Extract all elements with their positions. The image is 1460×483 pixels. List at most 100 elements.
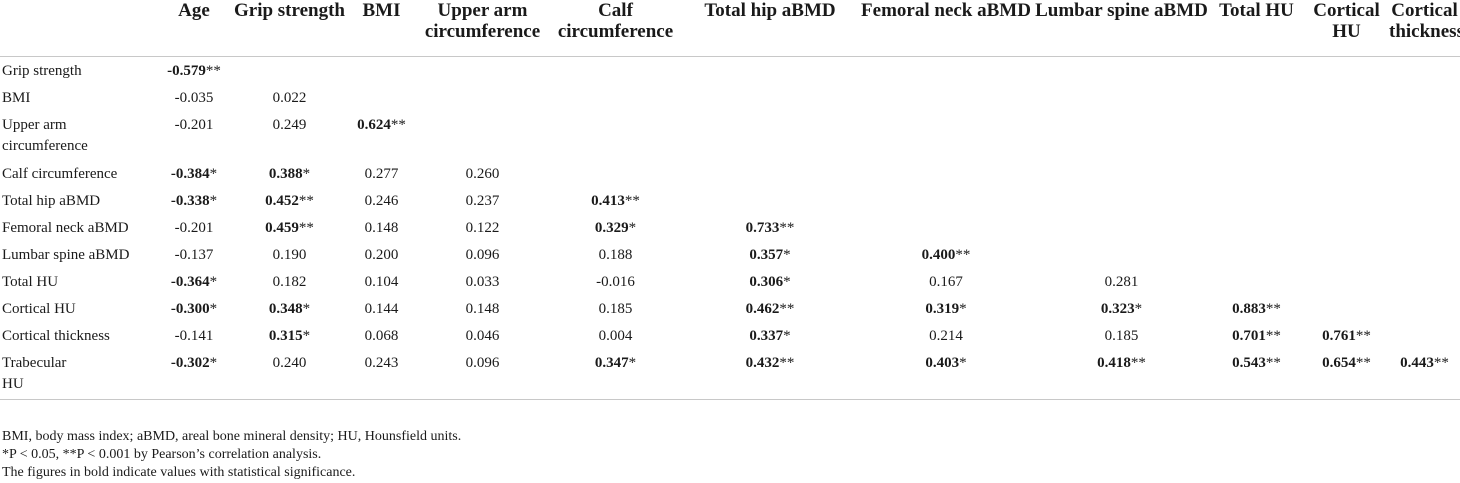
table-cell: -0.300* (156, 295, 232, 322)
cell-value: 0.306 (749, 273, 784, 290)
table-cell (549, 84, 682, 111)
header-cell-bmi: BMI (347, 0, 416, 57)
significance-marker: * (209, 273, 218, 290)
significance-marker: * (209, 165, 218, 182)
table-cell (682, 84, 858, 111)
table-cell: -0.141 (156, 322, 232, 349)
table-cell: -0.384* (156, 160, 232, 187)
cell-value: 0.281 (1104, 273, 1139, 290)
row-label: Trabecular HU (0, 348, 156, 400)
header-cell-cortical-thickness: Cortical thickness (1389, 0, 1460, 57)
table-cell (1304, 111, 1389, 160)
table-cell: 0.182 (232, 268, 347, 295)
table-cell: -0.035 (156, 84, 232, 111)
cell-value: -0.137 (174, 246, 214, 263)
table-cell: 0.246 (347, 187, 416, 214)
table-cell: 0.315* (232, 322, 347, 349)
cell-value: 0.883 (1232, 300, 1266, 317)
row-label: Cortical HU (2, 300, 76, 317)
table-cell (1034, 84, 1209, 111)
cell-value: -0.579 (167, 63, 206, 79)
table-cell: 0.883** (1209, 295, 1304, 322)
table-cell: 0.096 (416, 241, 549, 268)
table-cell: 0.403* (858, 348, 1034, 400)
significance-marker: ** (955, 246, 971, 263)
header-cell-upper-arm-circumference: Upper arm circumference (416, 0, 549, 57)
table-cell (1304, 268, 1389, 295)
table-row: Cortical thickness -0.141 0.315* 0.068 0.046… (0, 322, 1460, 349)
table-cell (1389, 160, 1460, 187)
significance-marker: * (959, 300, 967, 317)
cell-value: -0.384 (170, 165, 210, 182)
table-cell: 0.306* (682, 268, 858, 295)
significance-marker: * (628, 354, 637, 371)
cell-value: 0.096 (465, 246, 500, 263)
table-footnotes: BMI, body mass index; aBMD, areal bone m… (2, 428, 461, 482)
table-cell (1209, 268, 1304, 295)
cell-value: -0.364 (170, 273, 210, 290)
table-cell (1304, 84, 1389, 111)
table-cell (682, 160, 858, 187)
table-cell: 0.413** (549, 187, 682, 214)
table-row: Trabecular HU -0.302* 0.240 0.243 0.096 0.347… (0, 348, 1460, 400)
footnote-abbreviations: BMI, body mass index; aBMD, areal bone m… (2, 429, 462, 444)
table-cell: 0.701** (1209, 322, 1304, 349)
table-cell: 0.046 (416, 322, 549, 349)
cell-value: -0.201 (174, 219, 214, 236)
cell-value: 0.046 (465, 327, 500, 344)
cell-value: 0.182 (272, 273, 307, 290)
cell-value: 0.413 (591, 192, 625, 209)
table-cell (1209, 84, 1304, 111)
row-label: BMI (2, 89, 31, 106)
table-cell (549, 57, 682, 84)
significance-marker: * (302, 300, 311, 317)
table-cell (347, 57, 416, 84)
table-cell (858, 160, 1034, 187)
header-cell-grip-strength: Grip strength (232, 0, 347, 57)
cell-value: 0.214 (929, 327, 963, 344)
significance-marker: * (209, 354, 218, 371)
cell-value: 0.459 (265, 219, 299, 236)
cell-value: 0.443 (1400, 354, 1434, 371)
table-cell: -0.338* (156, 187, 232, 214)
cell-value: 0.701 (1232, 327, 1266, 344)
cell-value: -0.302 (170, 354, 210, 371)
cell-value: 0.388 (268, 165, 303, 182)
table-cell (1304, 160, 1389, 187)
table-cell: 0.237 (416, 187, 549, 214)
significance-marker: ** (390, 116, 406, 133)
header-cell-empty (0, 0, 156, 57)
table-cell (858, 57, 1034, 84)
cell-value: 0.122 (465, 219, 500, 236)
row-label: Total HU (2, 273, 59, 290)
table-cell (682, 187, 858, 214)
header-cell-femoral-neck-abmd: Femoral neck aBMD (858, 0, 1034, 57)
cell-value: 0.400 (921, 246, 956, 263)
cell-value: 0.452 (265, 192, 299, 209)
table-cell: 0.185 (549, 295, 682, 322)
significance-marker: ** (1433, 354, 1449, 371)
significance-marker: ** (779, 300, 795, 317)
table-cell: -0.201 (156, 214, 232, 241)
cell-value: 0.004 (598, 327, 633, 344)
row-label: Total hip aBMD (2, 192, 101, 209)
table-cell (1389, 84, 1460, 111)
cell-value: 0.315 (268, 327, 303, 344)
cell-value: -0.035 (174, 89, 214, 106)
significance-marker: ** (1265, 300, 1281, 317)
table-cell (549, 160, 682, 187)
cell-value: 0.347 (594, 354, 629, 371)
table-cell (1034, 57, 1209, 84)
table-cell (1304, 187, 1389, 214)
table-cell: 0.388* (232, 160, 347, 187)
cell-value: 0.277 (364, 165, 399, 182)
significance-marker: ** (779, 219, 795, 236)
table-row: Grip strength -0.579** (0, 57, 1460, 84)
table-cell (1209, 214, 1304, 241)
row-label: Lumbar spine aBMD (2, 246, 130, 263)
cell-value: 0.148 (364, 219, 399, 236)
table-cell (416, 84, 549, 111)
table-cell (1389, 268, 1460, 295)
table-cell (347, 84, 416, 111)
table-cell (682, 111, 858, 160)
